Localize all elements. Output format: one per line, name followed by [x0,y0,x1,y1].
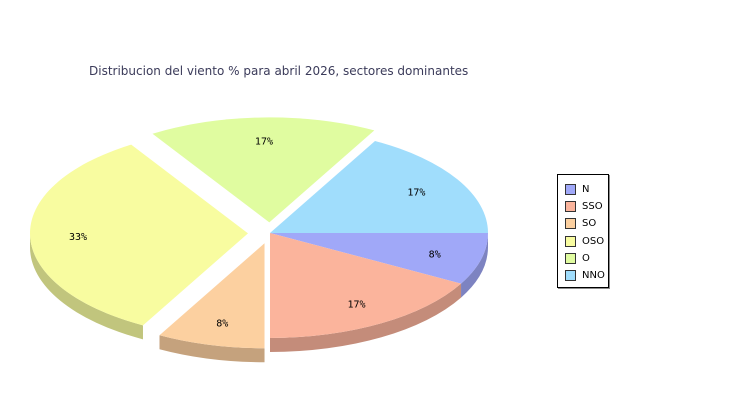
pie-slice-side-oso [30,233,143,340]
legend-item-oso: OSO [558,233,608,250]
pie-slice-side-n [461,233,488,298]
legend-item-n: N [558,181,608,198]
chart-title: Distribucion del viento % para abril 202… [89,64,469,78]
legend-swatch [565,201,576,213]
pie-slice-label-so: 8% [216,319,228,330]
legend-label: N [582,184,590,196]
pie-slice-so [159,243,265,349]
pie-slice-label-o: 17% [255,137,273,148]
legend: N SSO SO OSO O NNO [557,174,609,288]
pie-slice-side-so [159,335,265,363]
pie-slice-oso [30,144,249,326]
legend-label: O [582,252,590,264]
legend-item-nno: NNO [558,267,608,284]
legend-label: SSO [582,201,603,213]
legend-swatch [565,218,576,230]
pie-slice-n [270,233,488,284]
legend-label: OSO [582,235,605,247]
pie-slice-nno [270,140,488,233]
pie-slice-side-sso [270,283,462,352]
pie-slice-sso [270,233,462,338]
legend-label: SO [582,218,597,230]
pie-slice-label-sso: 17% [348,299,366,310]
legend-item-so: SO [558,215,608,232]
legend-item-o: O [558,250,608,267]
pie-slice-label-n: 8% [429,249,441,260]
legend-swatch [565,270,576,282]
legend-swatch [565,235,576,247]
legend-swatch [565,252,576,264]
legend-swatch [565,184,576,196]
pie-slice-label-nno: 17% [407,187,425,198]
legend-item-sso: SSO [558,198,608,215]
pie-slice-label-oso: 33% [69,232,87,243]
pie-slice-o [152,117,375,223]
legend-label: NNO [582,270,605,282]
